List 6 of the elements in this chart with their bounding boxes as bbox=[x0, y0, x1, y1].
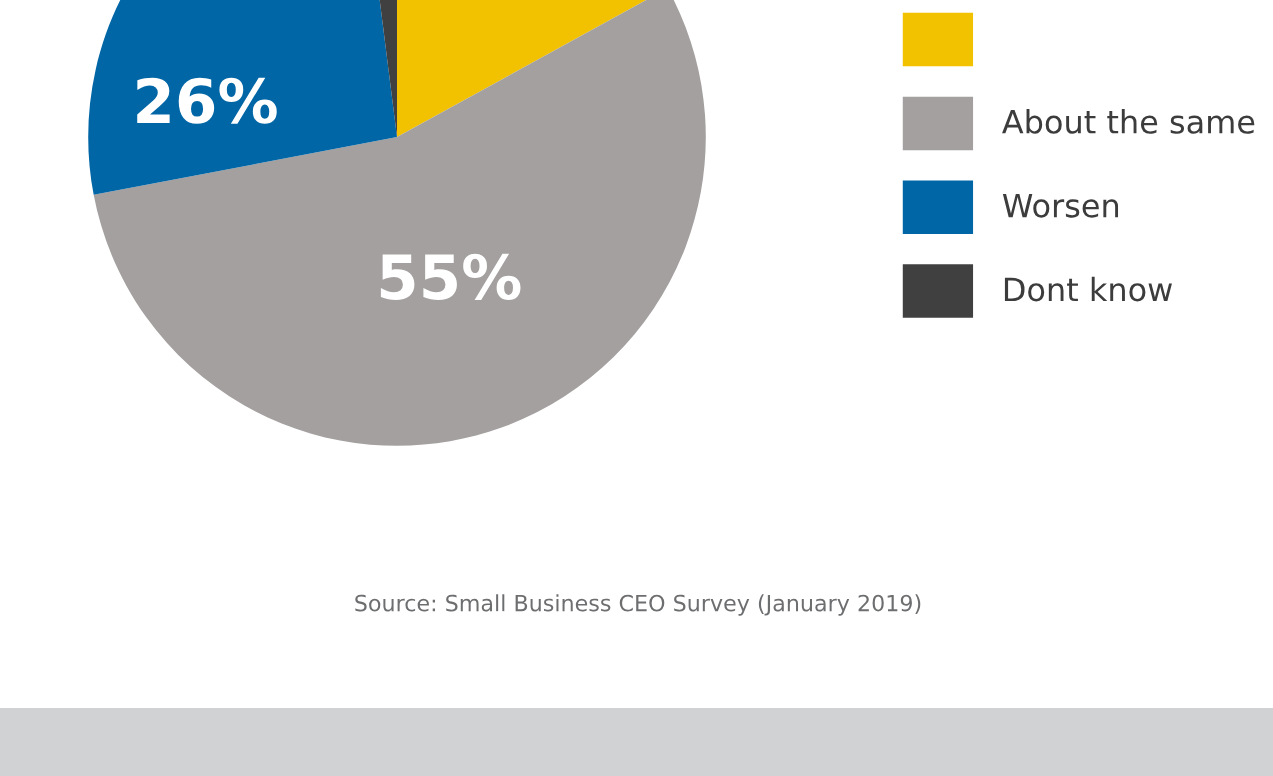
source-note: Source: Small Business CEO Survey (January 2019) bbox=[355, 594, 921, 616]
legend-label: Worsen bbox=[1002, 193, 1119, 218]
legend-label: About the same bbox=[1002, 109, 1255, 134]
data-label: 26% bbox=[137, 77, 277, 124]
data-label: 55% bbox=[380, 253, 521, 300]
legend-label: Dont know bbox=[1004, 276, 1172, 302]
